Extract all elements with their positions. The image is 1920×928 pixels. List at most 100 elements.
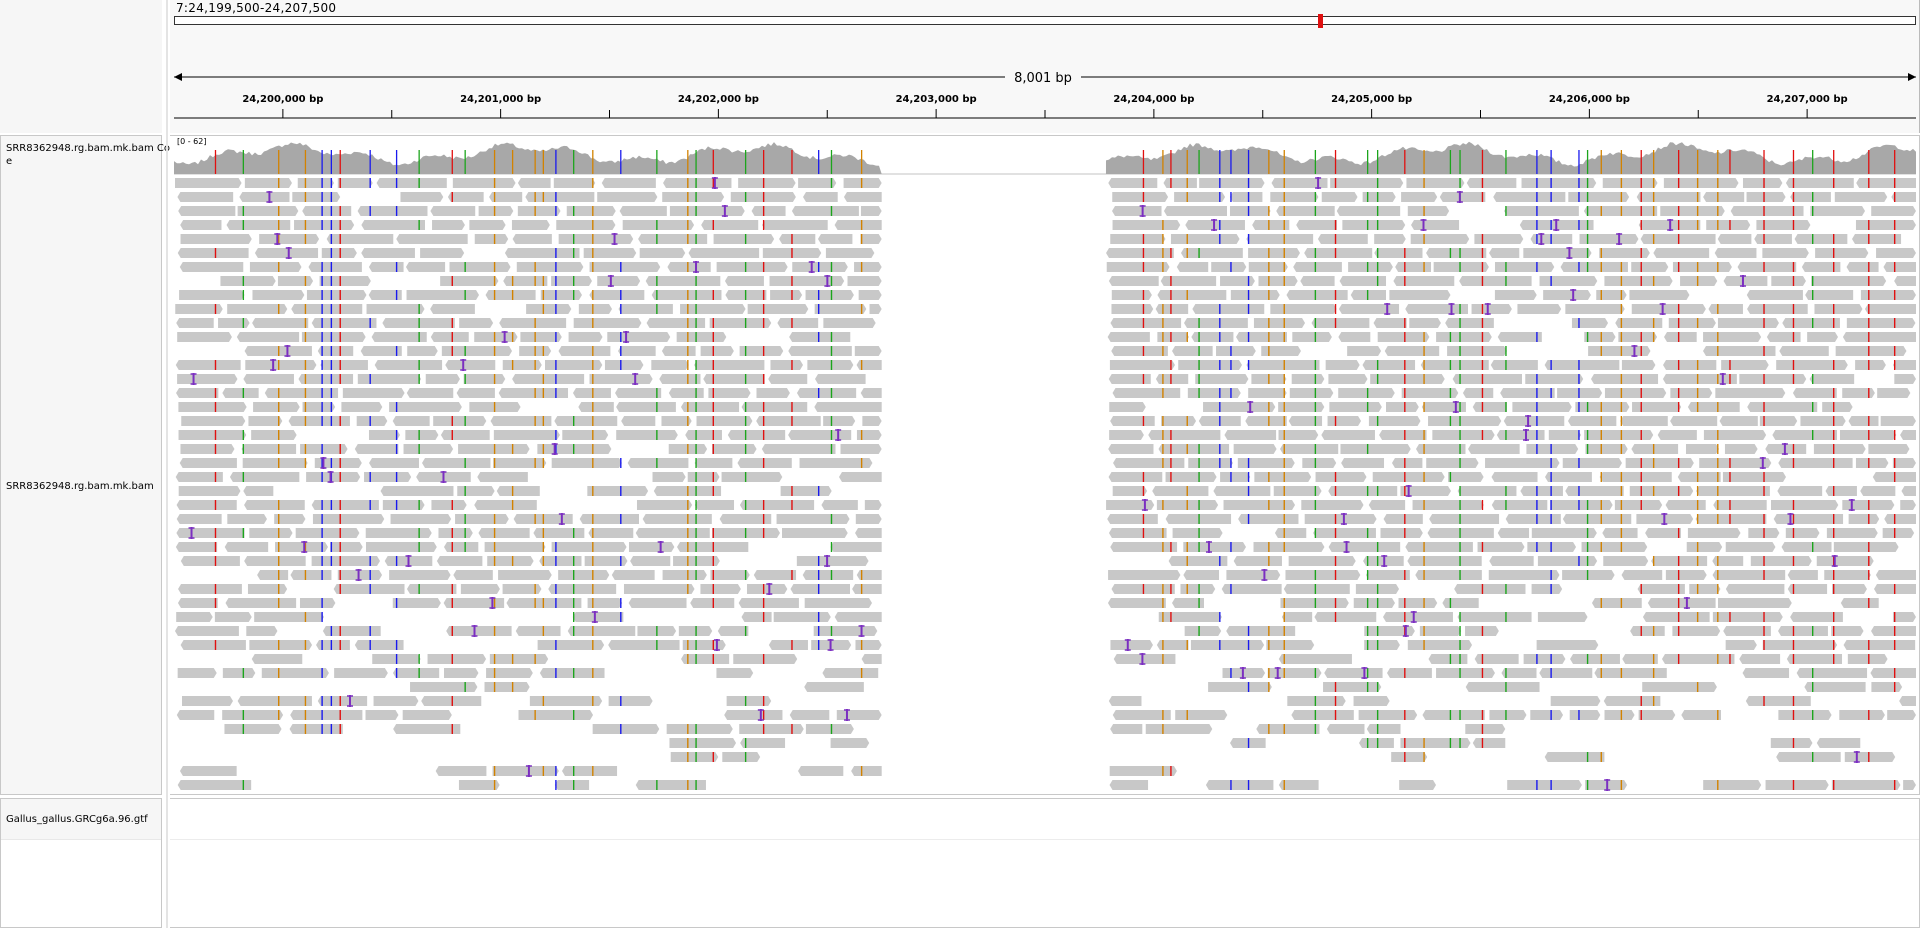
aligned-read [1520,486,1563,496]
aligned-read [1106,500,1155,510]
aligned-read [1405,304,1468,314]
aligned-read [308,262,362,272]
aligned-read [1884,514,1916,524]
aligned-read [1668,318,1716,328]
aligned-read [1636,192,1701,202]
aligned-read [178,430,247,440]
bam-track-name-panel[interactable]: SRR8362948.rg.bam.mk.bam Cov e SRR836294… [0,135,176,795]
aligned-read [1365,570,1410,580]
aligned-read [769,276,845,286]
aligned-read [1750,556,1812,566]
aligned-read [615,388,662,398]
aligned-read [1526,444,1579,454]
aligned-read [1882,528,1915,538]
aligned-read [489,192,523,202]
annotation-track-header [1,799,161,840]
aligned-read [457,486,495,496]
aligned-read [700,346,734,356]
aligned-read [1459,276,1532,286]
ruler-tick-label: 24,205,000 bp [1331,94,1412,105]
aligned-read [1494,262,1555,272]
aligned-read [1407,556,1482,566]
annotation-track-name[interactable]: Gallus_gallus.GRCg6a.96.gtf [6,814,148,825]
aligned-read [311,500,379,510]
aligned-read [1273,486,1322,496]
aligned-read [861,654,882,664]
annotation-data-panel[interactable] [170,798,1920,928]
coverage-track[interactable]: [0 - 62] [174,137,1916,175]
aligned-read [708,388,751,398]
aligned-read [181,696,233,706]
aligned-read [292,192,341,202]
coverage-track-name-line1[interactable]: SRR8362948.rg.bam.mk.bam Cov [6,143,176,154]
aligned-read [1362,192,1396,202]
aligned-read [1811,276,1887,286]
aligned-read [1433,262,1489,272]
aligned-read [322,626,381,636]
aligned-read [1224,430,1277,440]
aligned-read [311,556,381,566]
aligned-read [666,724,733,734]
aligned-read [803,192,838,202]
aligned-read [1236,332,1287,342]
aligned-read [712,444,757,454]
aligned-read [834,612,882,622]
aligned-read [1285,570,1361,580]
aligned-read [357,206,428,216]
aligned-read [601,178,656,188]
aligned-read [1216,346,1256,356]
aligned-read [770,290,803,300]
aligned-read [597,276,641,286]
aligned-read [1638,710,1676,720]
aligned-read [1411,220,1460,230]
aligned-read [1581,542,1648,552]
aligned-read [1584,430,1654,440]
aligned-read [392,416,430,426]
aligned-read [1270,192,1319,202]
aligned-read [400,192,444,202]
aligned-read [1301,500,1364,510]
aligned-read [630,556,671,566]
aligned-read [1152,486,1209,496]
aligned-read [1548,430,1581,440]
aligned-read [1412,500,1484,510]
aligned-read [1266,640,1315,650]
aligned-read [1436,332,1492,342]
aligned-read [1258,276,1298,286]
annotation-track-name-panel[interactable]: Gallus_gallus.GRCg6a.96.gtf [0,798,162,928]
aligned-read [690,598,735,608]
aligned-read [638,234,708,244]
aligned-read [1317,234,1368,244]
aligned-read [1445,318,1494,328]
aligned-read [788,430,852,440]
alignment-track-name[interactable]: SRR8362948.rg.bam.mk.bam [6,481,154,492]
aligned-read [502,360,542,370]
chromosome-ideogram[interactable] [174,16,1916,25]
alignment-track[interactable] [174,177,1916,791]
aligned-read [1875,570,1916,580]
aligned-read [181,416,246,426]
aligned-read [1168,556,1228,566]
aligned-read [852,584,882,594]
aligned-read [1494,290,1537,300]
aligned-read [176,710,215,720]
aligned-read [1283,584,1350,594]
aligned-read [390,514,452,524]
aligned-read [241,444,297,454]
coverage-track-name-line2[interactable]: e [6,156,13,167]
aligned-read [1163,178,1197,188]
aligned-read [1721,360,1769,370]
panel-divider[interactable] [166,0,168,928]
aligned-read [1391,752,1428,762]
aligned-read [177,374,238,384]
aligned-read [572,612,624,622]
aligned-read [1848,514,1880,524]
aligned-read [1180,584,1216,594]
aligned-read [1681,710,1721,720]
aligned-read [1330,178,1404,188]
aligned-read [366,304,425,314]
aligned-read [1382,612,1453,622]
ruler-tick-label: 24,201,000 bp [460,94,541,105]
aligned-read [1379,430,1427,440]
